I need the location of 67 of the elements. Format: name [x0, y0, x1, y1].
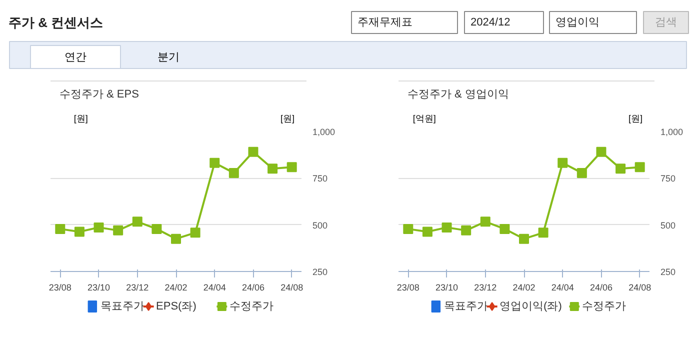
point [210, 158, 220, 168]
y-axis-title: [억원] [412, 114, 436, 124]
y2-tick-label: 500 [312, 220, 328, 230]
text: 주가 & 컨센서스 [8, 15, 104, 30]
y2-tick-label: 250 [660, 267, 676, 277]
x-tick-label: 23/12 [126, 282, 149, 292]
point [538, 228, 548, 238]
legend-label: 목표주가 [100, 300, 145, 312]
text: 주재무제표 [358, 16, 412, 28]
y2-axis-title: [원] [280, 114, 295, 124]
point [286, 162, 297, 172]
chart-title: 수정주가 & EPS [59, 88, 139, 100]
point [94, 222, 104, 232]
point [422, 226, 432, 237]
point [596, 146, 606, 157]
x-tick-label: 24/06 [242, 282, 264, 292]
point [268, 164, 278, 174]
point [74, 226, 84, 237]
x-tick-label: 23/10 [436, 282, 458, 292]
y2-tick-label: 1,000 [312, 127, 336, 137]
x-tick-label: 24/02 [512, 282, 536, 292]
y-axis-title: [원] [74, 114, 88, 124]
legend-label: 수정주가 [582, 300, 626, 312]
point [190, 228, 200, 238]
x-tick-label: 23/08 [396, 282, 420, 292]
point [442, 222, 452, 232]
legend-label: EPS(좌) [156, 300, 196, 312]
point [519, 234, 529, 244]
x-tick-label: 24/04 [203, 282, 226, 292]
y2-tick-label: 500 [660, 220, 676, 230]
y2-tick-label: 250 [312, 267, 328, 277]
x-tick-label: 24/08 [280, 282, 304, 292]
x-tick-label: 24/06 [590, 282, 612, 292]
x-tick-label: 24/04 [551, 282, 574, 292]
point [461, 225, 472, 236]
point [403, 224, 414, 234]
chart-title: 수정주가 & 영업이익 [407, 88, 509, 100]
x-tick-label: 24/02 [164, 282, 188, 292]
point [113, 225, 124, 236]
point [558, 158, 568, 168]
point [132, 216, 142, 227]
legend-label: 영업이익(좌) [500, 300, 562, 312]
x-tick-label: 23/08 [48, 282, 72, 292]
x-tick-label: 23/12 [474, 282, 497, 292]
x-tick-label: 23/10 [88, 282, 110, 292]
point [576, 168, 587, 178]
text: 분기 [158, 52, 180, 64]
legend-label: 목표주가 [444, 300, 488, 312]
text: 검색 [655, 16, 677, 28]
text: 영업이익 [556, 16, 600, 28]
point [634, 162, 645, 172]
point [616, 164, 626, 174]
x-tick-label: 24/08 [628, 282, 652, 292]
point [248, 146, 258, 157]
legend-label: 수정주가 [229, 300, 274, 312]
text: 연간 [64, 52, 86, 64]
y2-axis-title: [원] [628, 114, 643, 124]
point [171, 234, 181, 244]
point [500, 224, 510, 234]
text: 2024/12 [470, 16, 510, 28]
point [152, 224, 162, 234]
point [55, 224, 66, 234]
y2-tick-label: 750 [312, 174, 328, 184]
y2-tick-label: 1,000 [660, 127, 684, 137]
point [228, 168, 239, 178]
y2-tick-label: 750 [660, 174, 676, 184]
point [480, 216, 490, 227]
